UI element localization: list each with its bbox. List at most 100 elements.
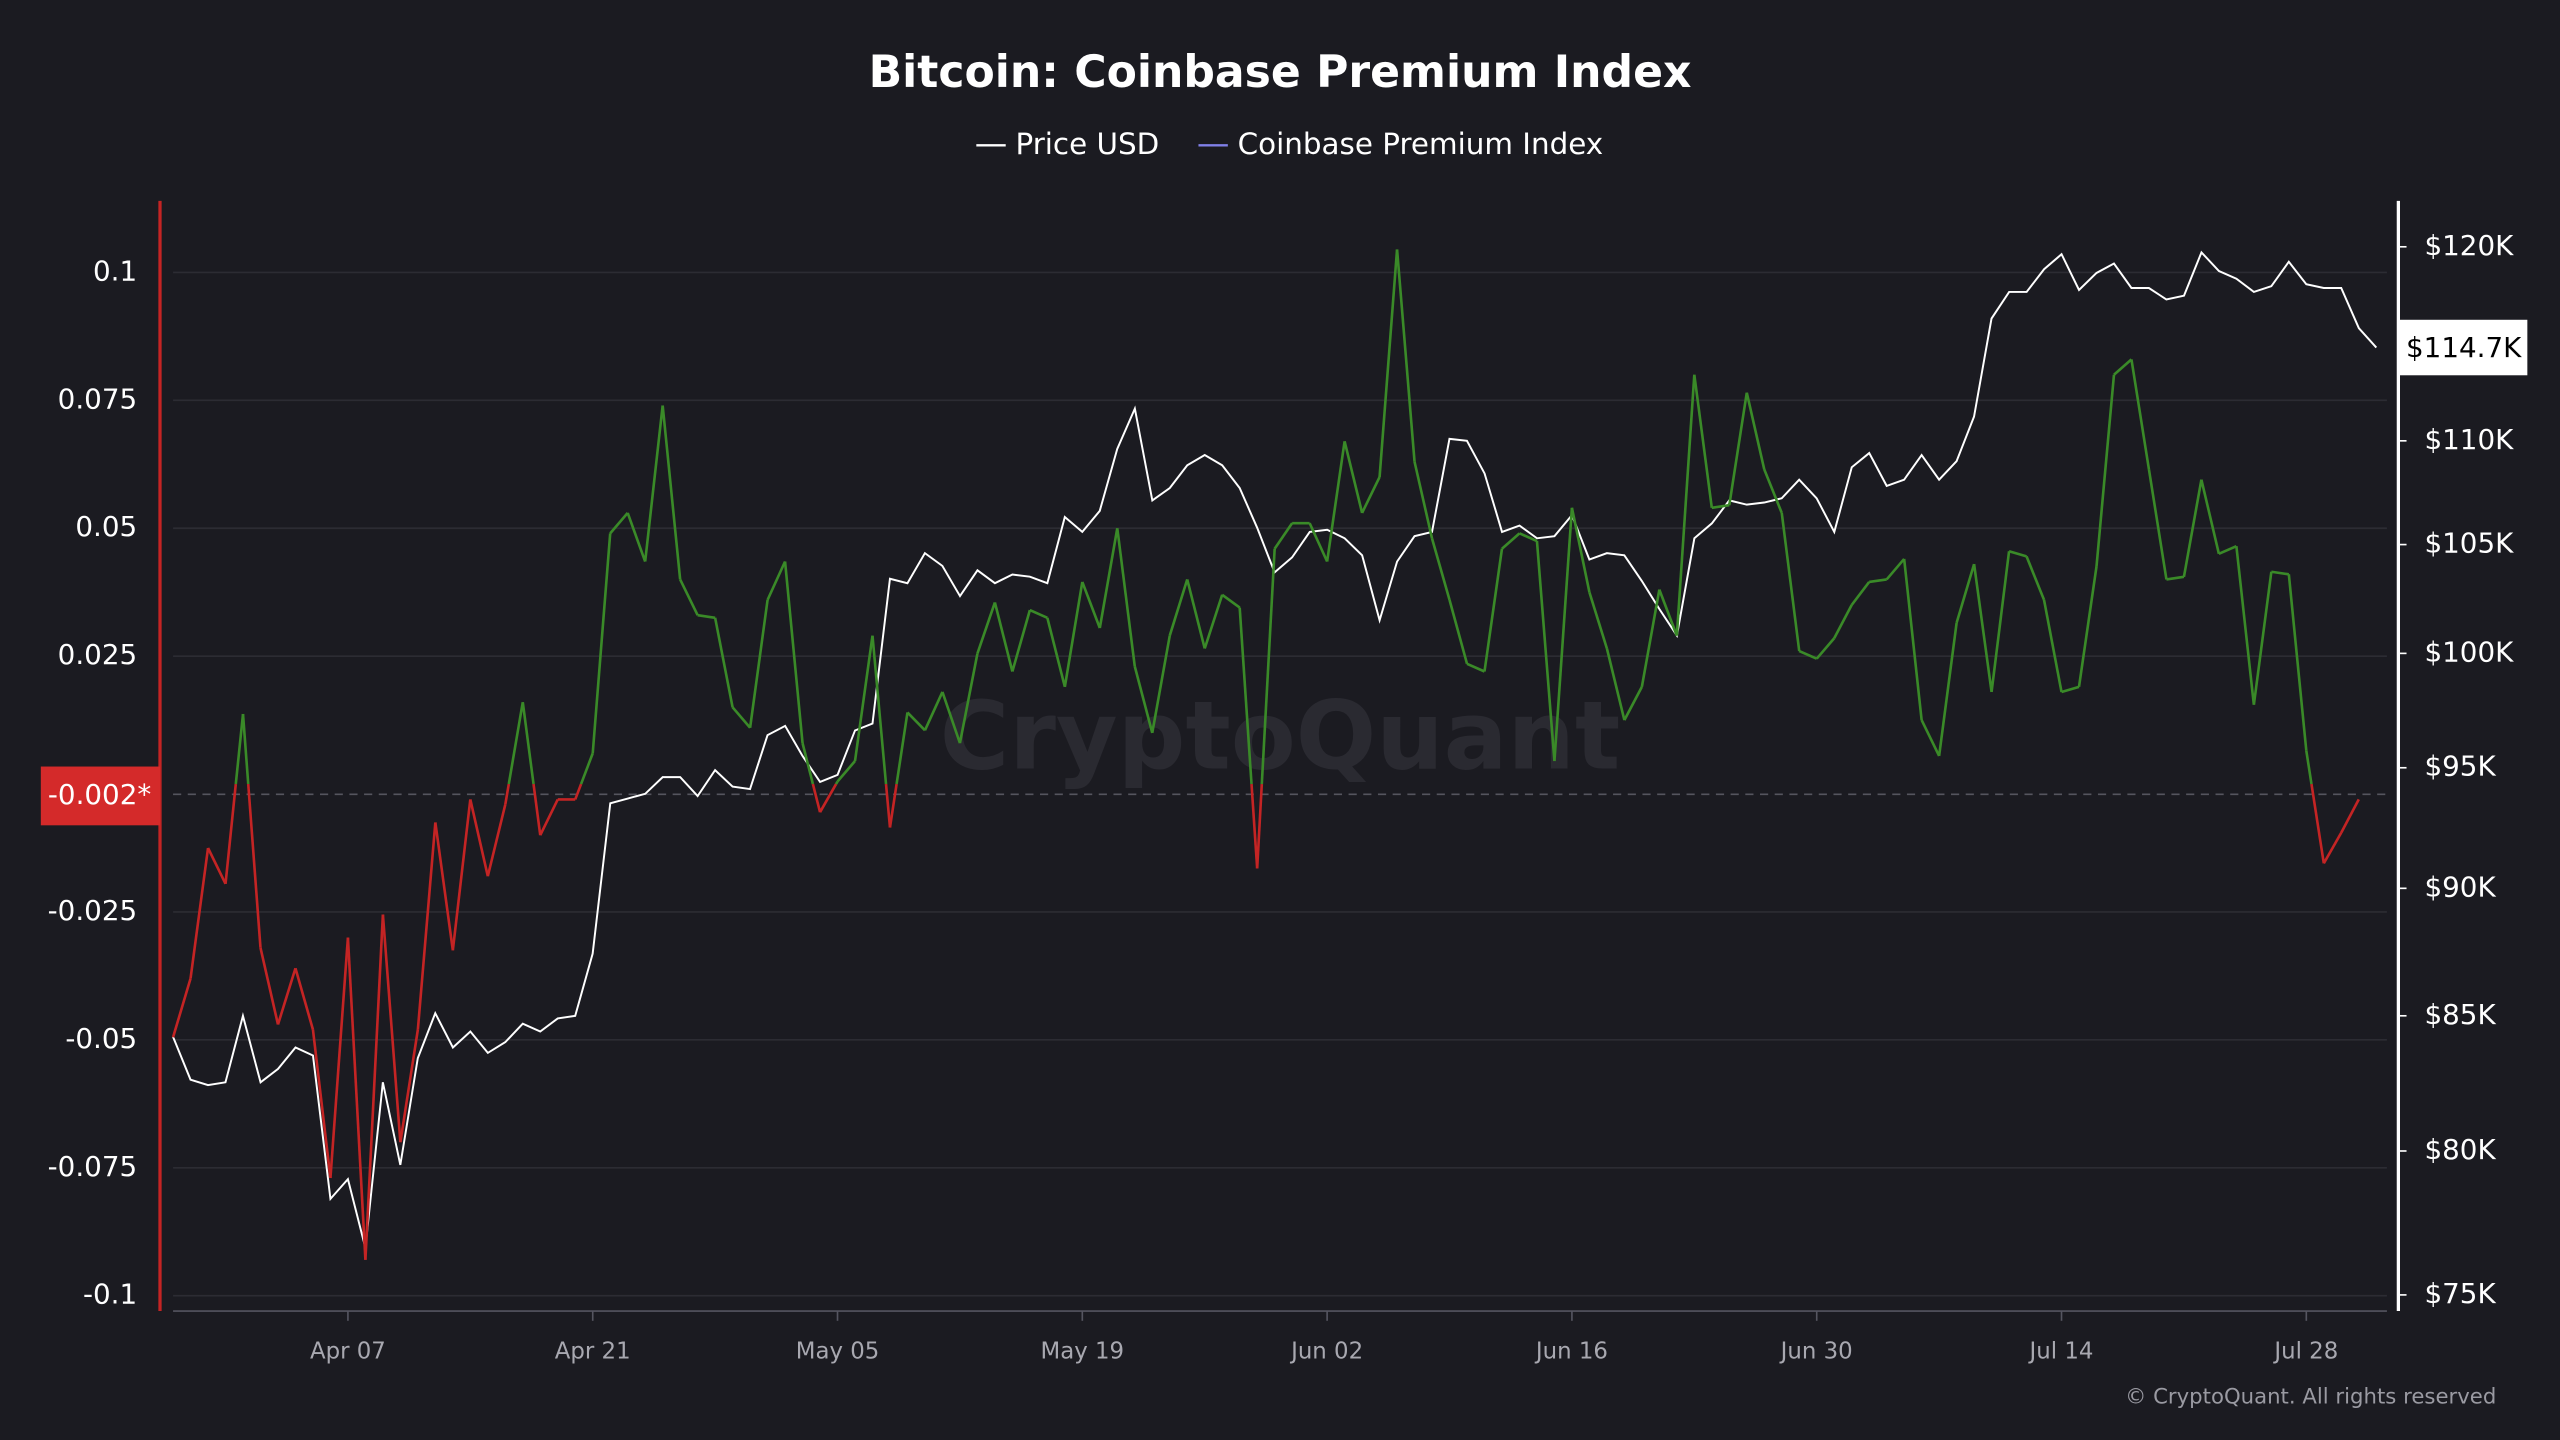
legend-label: Coinbase Premium Index: [1238, 127, 1604, 161]
y-tick-label: -0.025: [48, 894, 137, 927]
legend-label: Price USD: [1016, 127, 1160, 161]
premium-segment: [748, 599, 769, 728]
premium-segment: [1623, 686, 1644, 721]
y2-tick-label: $105K: [2424, 527, 2514, 560]
premium-segment: [993, 602, 1014, 672]
premium-segment: [1250, 783, 1259, 869]
premium-segment: [1711, 503, 1730, 510]
premium-segment: [451, 799, 472, 951]
premium-segment: [1937, 622, 1958, 757]
premium-segment: [1308, 522, 1329, 563]
premium-segment: [329, 937, 350, 1179]
premium-segment: [2322, 832, 2343, 865]
x-tick-label: Jul 28: [2272, 1338, 2338, 1364]
premium-segment: [941, 691, 962, 744]
premium-segment: [626, 512, 647, 562]
premium-segment: [1780, 512, 1801, 652]
premium-segment: [731, 706, 752, 729]
premium-segment: [224, 783, 238, 884]
x-tick-label: Jun 02: [1289, 1338, 1363, 1364]
premium-segment: [1833, 604, 1853, 639]
premium-segment: [2008, 550, 2027, 558]
premium-segment: [504, 783, 511, 805]
premium-segment: [2271, 570, 2290, 576]
premium-segment: [1553, 507, 1574, 762]
y2-tick-label: $120K: [2424, 229, 2514, 262]
premium-segment: [241, 713, 250, 785]
premium-segment: [574, 783, 583, 800]
premium-segment: [1395, 249, 1416, 462]
premium-segment: [206, 847, 227, 885]
premium-segment: [1745, 392, 1766, 470]
premium-segment: [1168, 579, 1189, 637]
premium-segment: [434, 822, 455, 951]
premium-segment: [1098, 528, 1119, 629]
premium-segment: [697, 613, 716, 620]
x-tick-label: Jun 16: [1534, 1338, 1608, 1364]
premium-segment: [591, 533, 612, 754]
premium-segment: [1343, 440, 1364, 514]
current-value-badge: [40, 766, 160, 826]
y-tick-label: -0.05: [65, 1022, 137, 1055]
premium-segment: [871, 635, 888, 785]
premium-segment: [811, 783, 822, 813]
watermark: CryptoQuant: [940, 682, 1620, 792]
premium-segment: [643, 405, 664, 562]
premium-segment: [399, 1029, 420, 1143]
premium-segment: [1260, 548, 1276, 785]
premium-segment: [1902, 558, 1923, 721]
premium-segment: [1046, 617, 1067, 688]
premium-segment: [381, 914, 402, 1143]
y2-tick-label: $80K: [2424, 1133, 2496, 1166]
premium-segment: [1535, 540, 1556, 762]
premium-segment: [818, 783, 838, 813]
current-value-label: -0.002*: [48, 778, 151, 811]
x-tick-label: Jul 14: [2028, 1338, 2094, 1364]
premium-segment: [1325, 441, 1346, 562]
premium-segment: [888, 783, 898, 828]
y-tick-label: -0.075: [48, 1150, 137, 1183]
premium-segment: [1727, 392, 1749, 506]
premium-segment: [539, 798, 559, 836]
current-price-badge: [2400, 319, 2528, 376]
premium-segment: [713, 617, 734, 708]
premium-segment: [2252, 571, 2273, 705]
premium-segment: [486, 804, 507, 877]
y-tick-label: 0.1: [93, 254, 137, 287]
premium-segment: [836, 760, 856, 783]
x-tick-label: Apr 21: [555, 1338, 631, 1364]
premium-segment: [2182, 479, 2203, 578]
legend: Price USD Coinbase Premium Index: [976, 127, 1603, 161]
premium-segment: [2218, 544, 2237, 556]
premium-segment: [507, 701, 525, 785]
premium-segment: [2310, 783, 2326, 864]
premium-segment: [1920, 719, 1941, 757]
premium-segment: [364, 914, 385, 1260]
premium-segment: [2061, 685, 2080, 694]
premium-segment: [834, 780, 839, 785]
chart-title: Bitcoin: Coinbase Premium Index: [869, 47, 1692, 98]
premium-segment: [2113, 358, 2133, 376]
premium-segment: [853, 635, 874, 762]
premium-segment: [609, 512, 629, 535]
premium-segment: [1413, 461, 1434, 539]
premium-segment: [1483, 548, 1504, 672]
y-tick-label: 0.075: [58, 382, 137, 415]
premium-segment: [906, 711, 926, 732]
premium-segment: [2340, 798, 2360, 834]
premium-segment: [678, 578, 699, 616]
premium-segment: [2147, 469, 2168, 580]
premium-segment: [1605, 648, 1626, 721]
premium-segment: [2077, 566, 2098, 688]
premium-segment: [1081, 581, 1102, 629]
premium-segment: [1466, 662, 1486, 673]
premium-segment: [1658, 589, 1679, 637]
premium-segment: [1518, 532, 1538, 543]
premium-segment: [276, 967, 297, 1025]
current-price-label: $114.7K: [2406, 331, 2522, 364]
y2-tick-label: $95K: [2424, 750, 2496, 783]
y2-tick-label: $75K: [2424, 1277, 2496, 1310]
premium-segment: [895, 712, 909, 785]
premium-segment: [1850, 581, 1871, 606]
